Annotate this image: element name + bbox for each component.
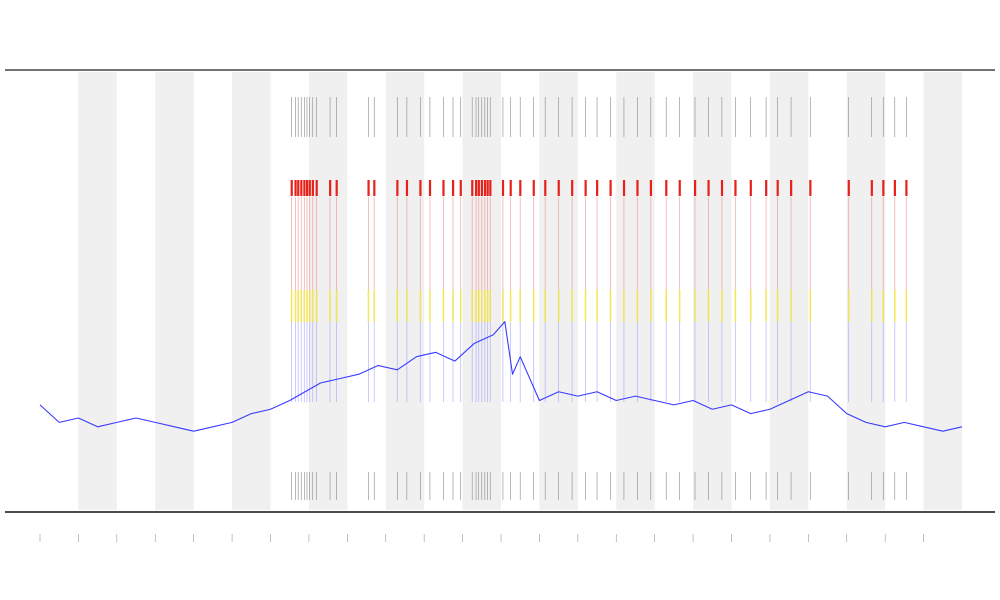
event-mark-red: [486, 180, 489, 196]
event-mark-red: [311, 180, 314, 196]
event-mark-red: [300, 180, 303, 196]
event-mark-red: [405, 180, 409, 196]
shaded-band: [769, 72, 809, 510]
event-mark-red: [297, 180, 300, 196]
event-mark-red: [571, 180, 574, 196]
event-mark-red: [451, 180, 455, 196]
event-mark-red: [557, 180, 560, 196]
event-mark-red: [419, 180, 422, 196]
event-mark-red: [509, 180, 512, 196]
event-mark-red: [847, 180, 850, 196]
event-mark-red: [442, 180, 445, 196]
event-mark-red: [694, 180, 697, 196]
event-mark-red: [532, 180, 535, 196]
event-mark-red: [678, 180, 681, 196]
event-mark-red: [294, 180, 297, 196]
event-mark-red: [765, 180, 768, 196]
event-mark-red: [893, 180, 896, 196]
event-mark-red: [315, 180, 318, 196]
shaded-band: [616, 72, 655, 510]
shaded-bands: [78, 72, 962, 510]
event-markers: [290, 97, 908, 500]
event-mark-red: [809, 180, 812, 196]
event-mark-red: [720, 180, 724, 196]
shaded-band: [78, 72, 117, 510]
event-mark-red: [477, 180, 480, 196]
event-mark-red: [396, 180, 399, 196]
event-mark-red: [305, 180, 309, 196]
event-mark-red: [665, 180, 668, 196]
event-mark-red: [622, 180, 626, 196]
event-mark-red: [596, 180, 599, 196]
shaded-band: [846, 72, 886, 510]
event-mark-red: [373, 180, 376, 196]
event-mark-red: [489, 180, 492, 196]
event-mark-red: [367, 180, 370, 196]
event-mark-red: [870, 180, 873, 196]
event-mark-red: [519, 180, 522, 196]
event-mark-red: [335, 180, 338, 196]
event-mark-red: [303, 180, 306, 196]
event-mark-red: [483, 180, 487, 196]
event-mark-red: [749, 180, 752, 196]
shaded-band: [232, 72, 271, 510]
event-mark-red: [290, 180, 293, 196]
shaded-band: [308, 72, 348, 510]
event-mark-red: [636, 180, 639, 196]
event-mark-red: [584, 180, 587, 196]
x-axis-ticks: [39, 534, 924, 542]
event-mark-red: [609, 180, 612, 196]
series-line: [39, 321, 963, 432]
event-mark-red: [501, 180, 505, 196]
event-mark-red: [790, 180, 793, 196]
event-mark-red: [649, 180, 653, 196]
shaded-band: [155, 72, 194, 510]
shaded-band: [923, 72, 962, 510]
event-mark-red: [882, 180, 885, 196]
event-mark-red: [734, 180, 737, 196]
shaded-band: [385, 72, 425, 510]
shaded-band: [693, 72, 732, 510]
event-mark-red: [707, 180, 710, 196]
event-mark-red: [329, 180, 332, 196]
event-mark-red: [475, 180, 478, 196]
series-lines: [39, 321, 963, 432]
event-mark-red: [428, 180, 432, 196]
event-mark-red: [776, 180, 779, 196]
event-mark-red: [308, 180, 311, 196]
event-mark-red: [544, 180, 547, 196]
event-mark-red: [459, 180, 462, 196]
event-mark-red: [905, 180, 908, 196]
event-mark-red: [471, 180, 474, 196]
event-mark-red: [480, 180, 483, 196]
